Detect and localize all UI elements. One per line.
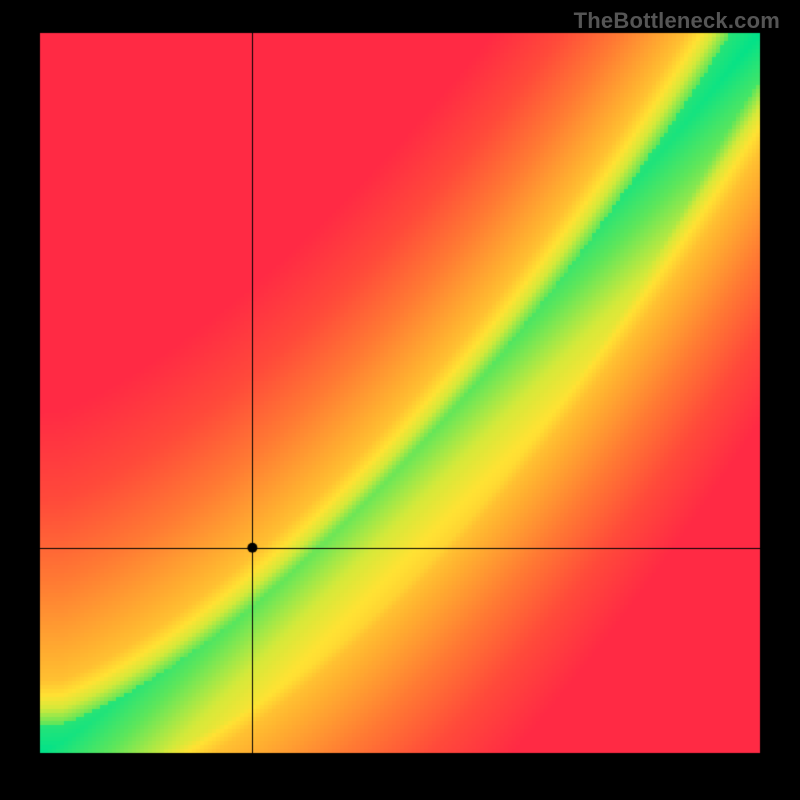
chart-container: TheBottleneck.com xyxy=(0,0,800,800)
heatmap-canvas xyxy=(0,0,800,800)
watermark-text: TheBottleneck.com xyxy=(574,8,780,34)
